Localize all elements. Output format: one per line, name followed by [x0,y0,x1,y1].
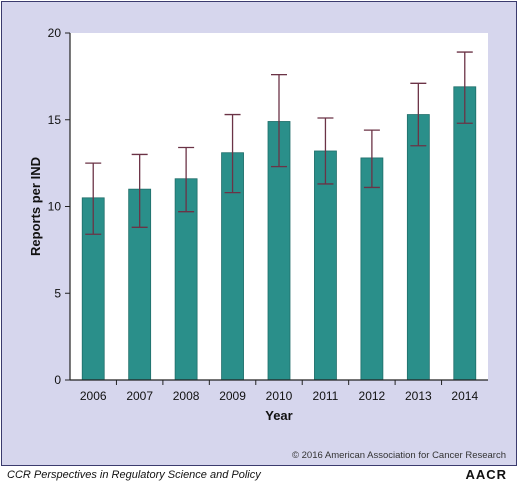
error-bars [85,51,473,235]
bar-2014 [453,86,477,381]
y-tick-label: 0 [54,373,61,387]
bar-2012 [360,157,384,381]
y-axis-label: Reports per IND [28,157,43,256]
y-tick-label: 5 [54,286,61,300]
x-tick-label: 2012 [359,389,386,403]
x-tick-label: 2010 [266,389,293,403]
bars [81,86,477,381]
y-tick-label: 15 [48,113,62,127]
x-tick-label: 2008 [173,389,200,403]
x-tick-label: 2013 [405,389,432,403]
x-tick-label: 2007 [126,389,153,403]
aacr-logo: AACR [465,467,507,482]
bar-2013 [406,114,430,381]
x-tick-label: 2011 [313,389,339,403]
x-axis-ticks: 2006 2007 2008 2009 2010 2011 2012 2013 2014 [80,380,478,403]
y-tick-label: 10 [48,200,62,214]
x-tick-label: 2009 [219,389,246,403]
x-tick-label: 2006 [80,389,107,403]
copyright-notice: © 2016 American Association for Cancer R… [292,450,506,461]
bar-2011 [314,150,337,381]
x-axis-label: Year [265,408,292,423]
footer-title: CCR Perspectives in Regulatory Science a… [7,469,261,481]
x-tick-label: 2014 [451,389,478,403]
y-tick-label: 20 [48,26,62,40]
footer-bar: CCR Perspectives in Regulatory Science a… [1,465,517,485]
y-axis-ticks: 0 5 10 15 20 [48,26,70,387]
